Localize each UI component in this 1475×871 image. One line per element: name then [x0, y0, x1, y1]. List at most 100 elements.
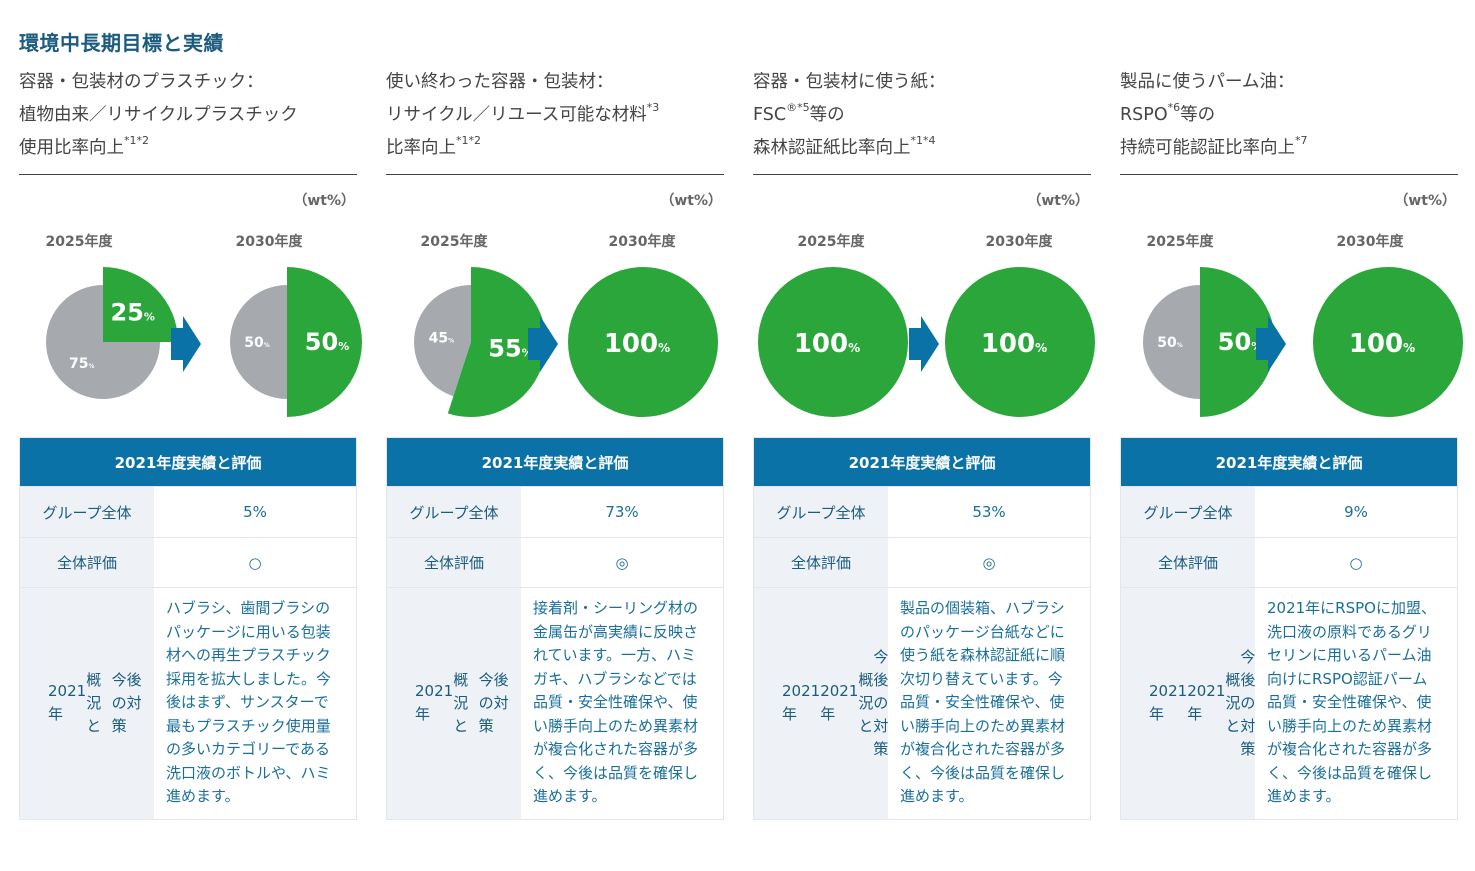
- heading-line-3: 比率向上*1*2: [386, 134, 481, 158]
- row-label: 全体評価: [387, 538, 521, 587]
- table-row-group: グループ全体 53%: [754, 486, 1090, 537]
- row-label: グループ全体: [387, 487, 521, 537]
- pie-slice-certified: [758, 267, 908, 417]
- table-header: 2021年度実績と評価: [387, 438, 723, 486]
- pie-chart-2030年度: 100%: [945, 267, 1095, 417]
- overview-text: 接着剤・シーリング材の 金属缶が高実績に反映さ れています。一方、ハミ ガキ、ハブラシ…: [533, 599, 699, 805]
- year-label-2030: 2030年度: [985, 234, 1053, 250]
- row-label: 全体評価: [754, 538, 888, 587]
- result-table: 2021年度実績と評価 グループ全体 9% 全体評価 ○ 2021年 2021年 概況と 今後の…: [1120, 437, 1458, 820]
- unit-label: （wt%）: [293, 193, 355, 209]
- pie-slice-other: [230, 285, 287, 399]
- table-row-group: グループ全体 9%: [1121, 486, 1457, 537]
- divider: [1120, 174, 1458, 175]
- row-label: 2021年 概況と 今後の対策: [20, 588, 154, 819]
- pie-label-main: 55%: [488, 334, 532, 362]
- heading-line-1: 使い終わった容器・包装材：: [386, 72, 614, 92]
- heading-line-1: 容器・包装材のプラスチック：: [19, 72, 264, 92]
- pie-slice-certified: [1200, 267, 1275, 417]
- row-label: グループ全体: [754, 487, 888, 537]
- table-row-overview: 2021年 2021年 概況と 今後の対策 製品の個装箱、ハブラシ のパッケージ台紙などに…: [754, 587, 1090, 819]
- pie-label-main: 100%: [1349, 329, 1415, 359]
- row-label: 全体評価: [1121, 538, 1255, 587]
- pie-chart-2030年度: 100%: [568, 267, 718, 417]
- page-title: 環境中長期目標と実績: [19, 31, 224, 55]
- pie-slice-other: [414, 285, 471, 397]
- row-label: グループ全体: [1121, 487, 1255, 537]
- pie-slice-certified: [447, 267, 546, 417]
- heading-line-1: 製品に使うパーム油：: [1120, 72, 1295, 92]
- pie-slice-certified: [287, 267, 362, 417]
- table-row-overview: 2021年 概況と 今後の対策 ハブラシ、歯間ブラシの パッケージに用いる包装 材への再生…: [20, 587, 356, 819]
- heading-line-3: 使用比率向上*1*2: [19, 134, 149, 158]
- overview-text: 製品の個装箱、ハブラシ のパッケージ台紙などに 使う紙を森林認証紙に順 次切り替えてい…: [900, 599, 1066, 805]
- year-label-2025: 2025年度: [420, 234, 488, 250]
- group-value: 73%: [605, 503, 639, 521]
- table-header: 2021年度実績と評価: [1121, 438, 1457, 486]
- evaluation-mark: ○: [248, 553, 262, 572]
- year-label-2030: 2030年度: [235, 234, 303, 250]
- result-table: 2021年度実績と評価 グループ全体 53% 全体評価 ◎ 2021年 2021年 概況と 今後…: [753, 437, 1091, 820]
- row-label: グループ全体: [20, 487, 154, 537]
- column-heading: 容器・包装材に使う紙： FSC®*5等の 森林認証紙比率向上*1*4: [753, 66, 1091, 165]
- pie-label-main: 50%: [305, 328, 349, 356]
- pie-label-main: 100%: [794, 329, 860, 359]
- arrow-right-icon: [171, 316, 201, 372]
- pie-label-main: 100%: [604, 329, 670, 359]
- group-value: 53%: [972, 503, 1006, 521]
- year-label-2025: 2025年度: [45, 234, 113, 250]
- arrow-right-icon: [528, 316, 558, 372]
- column-heading: 製品に使うパーム油： RSPO*6等の持続可能認証比率向上*7: [1120, 66, 1458, 165]
- row-label: 2021年 2021年 概況と 今後の対策: [754, 588, 888, 819]
- pie-label-other: 45%: [429, 330, 455, 346]
- result-table: 2021年度実績と評価 グループ全体 73% 全体評価 ◎ 2021年 概況と 今後の対策 接着…: [386, 437, 724, 820]
- evaluation-mark: ◎: [615, 553, 629, 572]
- target-column-1: 容器・包装材のプラスチック： 植物由来／リサイクルプラスチック 使用比率向上*1*2…: [19, 0, 362, 871]
- overview-text: 2021年にRSPOに加盟、 洗口液の原料であるグリ セリンに用いるパーム油 向けにR…: [1267, 599, 1436, 805]
- heading-line-3: 持続可能認証比率向上*7: [1120, 134, 1308, 158]
- year-label-2030: 2030年度: [608, 234, 676, 250]
- pie-slice-certified: [568, 267, 718, 417]
- table-row-evaluation: 全体評価 ◎: [387, 537, 723, 587]
- heading-line-2: リサイクル／リユース可能な材料*3: [386, 101, 660, 125]
- pie-label-other: 50%: [1157, 335, 1183, 351]
- row-label: 全体評価: [20, 538, 154, 587]
- divider: [19, 174, 357, 175]
- pie-label-main: 25%: [110, 298, 154, 326]
- unit-label: （wt%）: [1027, 193, 1089, 209]
- table-row-evaluation: 全体評価 ○: [20, 537, 356, 587]
- table-row-group: グループ全体 5%: [20, 486, 356, 537]
- arrow-right-icon: [1256, 316, 1286, 372]
- target-column-4: 製品に使うパーム油： RSPO*6等の 持続可能認証比率向上*7 （wt%） 2025年…: [1120, 0, 1463, 871]
- heading-line-3: 森林認証紙比率向上*1*4: [753, 134, 936, 158]
- group-value: 9%: [1344, 503, 1368, 521]
- unit-label: （wt%）: [1394, 193, 1456, 209]
- heading-line-2: RSPO*6等の: [1120, 101, 1216, 125]
- row-label: 2021年 2021年 概況と 今後の対策: [1121, 588, 1255, 819]
- year-label-2025: 2025年度: [797, 234, 865, 250]
- pie-chart-2025年度: 50%50%: [1143, 267, 1275, 417]
- heading-line-1: 容器・包装材に使う紙：: [753, 72, 946, 92]
- pie-slice-certified: [103, 267, 178, 342]
- overview-text: ハブラシ、歯間ブラシの パッケージに用いる包装 材への再生プラスチック 採用を拡大しま…: [166, 599, 332, 805]
- table-row-evaluation: 全体評価 ○: [1121, 537, 1457, 587]
- column-heading: 使い終わった容器・包装材： リサイクル／リユース可能な材料*3 比率向上*1*2: [386, 66, 724, 165]
- pie-slice-certified: [945, 267, 1095, 417]
- target-column-2: 使い終わった容器・包装材： リサイクル／リユース可能な材料*3 比率向上*1*2 （w…: [386, 0, 724, 871]
- pie-slice-certified: [1313, 267, 1463, 417]
- column-heading: 容器・包装材のプラスチック： 植物由来／リサイクルプラスチック 使用比率向上*1*2: [19, 66, 357, 165]
- table-row-overview: 2021年 概況と 今後の対策 接着剤・シーリング材の 金属缶が高実績に反映さ れています…: [387, 587, 723, 819]
- pie-slice-other: [1143, 285, 1200, 399]
- year-label-2030: 2030年度: [1336, 234, 1404, 250]
- row-label: 2021年 概況と 今後の対策: [387, 588, 521, 819]
- divider: [753, 174, 1091, 175]
- divider: [386, 174, 724, 175]
- result-table: 2021年度実績と評価 グループ全体 5% 全体評価 ○ 2021年 概況と 今後の対策 ハブラ…: [19, 437, 357, 820]
- target-column-3: 容器・包装材に使う紙： FSC®*5等の 森林認証紙比率向上*1*4 （wt%） 202…: [753, 0, 1095, 871]
- table-row-evaluation: 全体評価 ◎: [754, 537, 1090, 587]
- table-header: 2021年度実績と評価: [754, 438, 1090, 486]
- unit-label: （wt%）: [660, 193, 722, 209]
- pie-chart-2030年度: 100%: [1313, 267, 1463, 417]
- group-value: 5%: [243, 503, 267, 521]
- pie-chart-2025年度: 25% 75%: [46, 267, 178, 399]
